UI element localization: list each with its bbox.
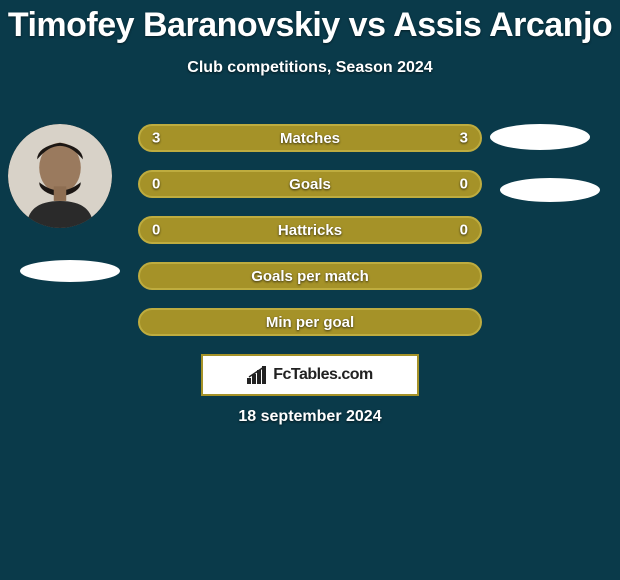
stat-left-value: 0 (152, 222, 160, 239)
player-left-avatar (8, 124, 112, 228)
logo-text: FcTables.com (273, 366, 373, 384)
stat-bar-matches: 3 Matches 3 (138, 124, 482, 152)
stat-label: Goals per match (251, 268, 369, 285)
stat-left-value: 0 (152, 176, 160, 193)
stat-bar-goals-per-match: Goals per match (138, 262, 482, 290)
logo-box[interactable]: FcTables.com (201, 354, 419, 396)
stat-label: Goals (289, 176, 331, 193)
stat-right-value: 0 (460, 176, 468, 193)
stat-bar-goals: 0 Goals 0 (138, 170, 482, 198)
stat-label: Min per goal (266, 314, 354, 331)
placeholder-ellipse-right-2 (500, 178, 600, 202)
stat-bar-min-per-goal: Min per goal (138, 308, 482, 336)
stat-label: Hattricks (278, 222, 342, 239)
date-label: 18 september 2024 (0, 408, 620, 426)
stat-right-value: 3 (460, 130, 468, 147)
placeholder-ellipse-right-1 (490, 124, 590, 150)
placeholder-ellipse-left (20, 260, 120, 282)
stat-left-value: 3 (152, 130, 160, 147)
stat-bar-hattricks: 0 Hattricks 0 (138, 216, 482, 244)
bar-chart-icon (247, 366, 269, 384)
stat-right-value: 0 (460, 222, 468, 239)
stat-label: Matches (280, 130, 340, 147)
stats-bars: 3 Matches 3 0 Goals 0 0 Hattricks 0 Goal… (138, 124, 482, 354)
subtitle: Club competitions, Season 2024 (0, 59, 620, 77)
page-title: Timofey Baranovskiy vs Assis Arcanjo (0, 0, 620, 45)
